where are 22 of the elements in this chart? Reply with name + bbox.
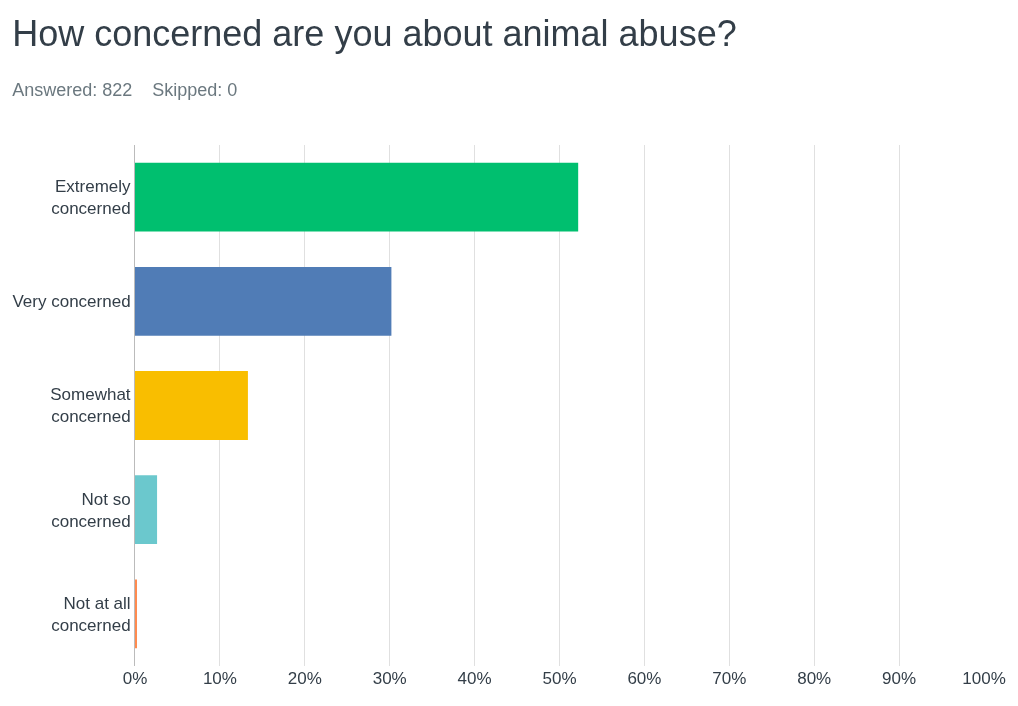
bar [135, 266, 392, 336]
bar [135, 475, 158, 545]
x-tick-label: 70% [712, 669, 747, 688]
y-tick-label: Very concerned [12, 292, 131, 312]
chart-title: How concerned are you about animal abuse? [12, 13, 737, 55]
x-tick-label: 20% [287, 669, 322, 688]
x-tick-label: 80% [797, 669, 832, 688]
x-tick-label: 90% [882, 669, 917, 688]
x-tick-label: 40% [457, 669, 492, 688]
y-tick-label: Somewhat concerned [50, 385, 131, 427]
x-tick-label: 0% [122, 669, 148, 688]
x-tick-label: 10% [202, 669, 237, 688]
x-tick-label: 30% [372, 669, 407, 688]
x-tick-label: 50% [542, 669, 577, 688]
bar [135, 162, 579, 232]
y-tick-label: Extremely concerned [51, 177, 132, 219]
y-tick-label: Not at all concerned [51, 593, 131, 635]
y-tick-label: Not so concerned [51, 489, 131, 531]
x-tick-label: 100% [962, 669, 1006, 688]
chart-subtitle: Answered: 822 Skipped: 0 [12, 79, 238, 100]
x-tick-label: 60% [627, 669, 662, 688]
bar [135, 371, 248, 440]
